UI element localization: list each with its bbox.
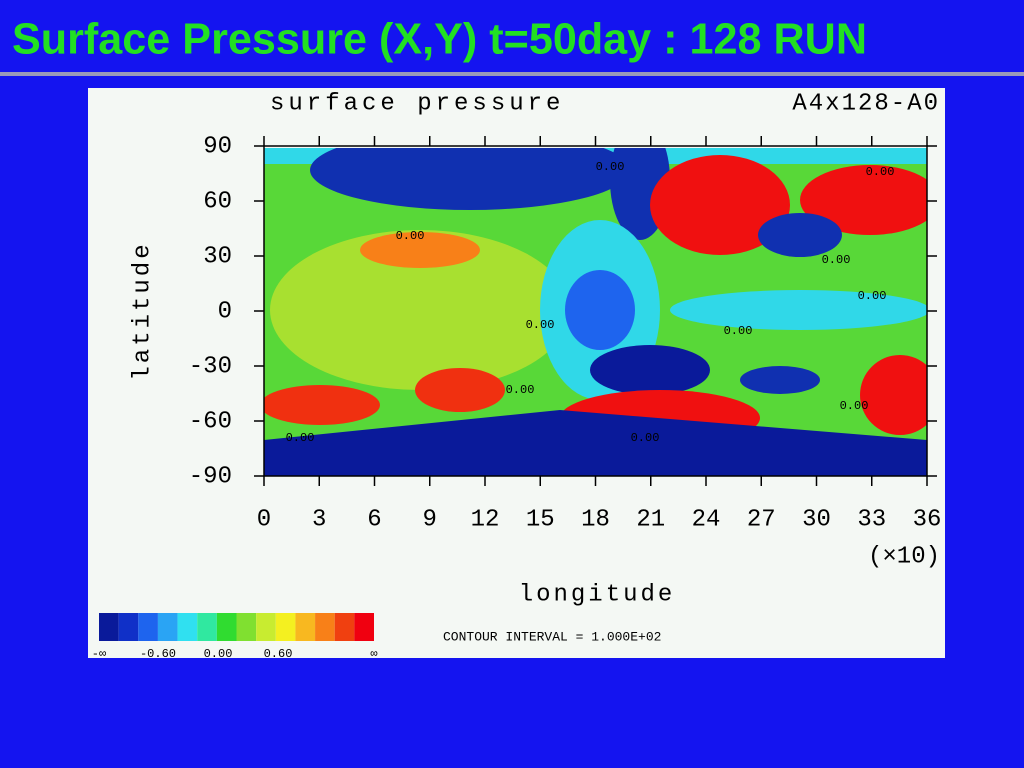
x-tick-label: 21: [636, 506, 665, 533]
contour-label: 0.00: [286, 431, 315, 445]
x-tick-label: 6: [367, 506, 381, 533]
slide-title: Surface Pressure (X,Y) t=50day : 128 RUN: [12, 15, 867, 64]
y-axis-label: latitude: [129, 241, 156, 380]
colorbar-label: -∞: [92, 647, 106, 661]
x-tick-label: 36: [913, 506, 942, 533]
plot-subtitle: A4x128-A0: [792, 90, 940, 117]
colorbar-swatch: [256, 613, 276, 641]
colorbar-swatch: [197, 613, 217, 641]
x-tick-label: 9: [423, 506, 437, 533]
y-tick-label: 60: [203, 188, 232, 215]
colorbar-label: 0.60: [264, 647, 293, 661]
x-tick-label: 15: [526, 506, 555, 533]
x-tick-label: 0: [257, 506, 271, 533]
x-tick-label: 24: [692, 506, 721, 533]
contour-field: [264, 148, 927, 476]
x-tick-label: 30: [802, 506, 831, 533]
colorbar-swatch: [354, 613, 374, 641]
colorbar-swatch: [138, 613, 158, 641]
y-tick-label: -30: [189, 353, 232, 380]
x-tick-label: 27: [747, 506, 776, 533]
contour-label: 0.00: [631, 431, 660, 445]
colorbar-label: -0.60: [140, 647, 176, 661]
contour-label: 0.00: [526, 318, 555, 332]
x-tick-label: 18: [581, 506, 610, 533]
y-tick-label: -60: [189, 408, 232, 435]
colorbar-swatch: [99, 613, 119, 641]
y-tick-label: 0: [218, 298, 232, 325]
contour-label: 0.00: [822, 253, 851, 267]
y-tick-label: -90: [189, 463, 232, 490]
plot-title: surface pressure: [270, 90, 564, 117]
colorbar-label: ∞: [370, 647, 377, 661]
colorbar-swatch: [216, 613, 237, 641]
x-tick-label: 33: [857, 506, 886, 533]
contour-label: 0.00: [858, 289, 887, 303]
contour-label: 0.00: [724, 324, 753, 338]
x-tick-label: 12: [471, 506, 500, 533]
contour-label: 0.00: [396, 229, 425, 243]
colorbar-swatch: [157, 613, 178, 641]
colorbar-label: 0.00: [204, 647, 233, 661]
colorbar-swatch: [334, 613, 355, 641]
colorbar-swatch: [315, 613, 335, 641]
colorbar-swatch: [275, 613, 296, 641]
y-tick-label: 30: [203, 243, 232, 270]
colorbar-swatch: [295, 613, 316, 641]
contour-label: 0.00: [506, 383, 535, 397]
title-rule: [0, 72, 1024, 76]
colorbar-swatch: [177, 613, 198, 641]
y-tick-label: 90: [203, 133, 232, 160]
colorbar-swatch: [118, 613, 139, 641]
contour-label: 0.00: [866, 165, 895, 179]
contour-interval: CONTOUR INTERVAL = 1.000E+02: [443, 629, 661, 644]
colorbar-swatch: [236, 613, 257, 641]
x-tick-label: 3: [312, 506, 326, 533]
contour-label: 0.00: [596, 160, 625, 174]
contour-label: 0.00: [840, 399, 869, 413]
x-scale-label: (×10): [868, 543, 940, 570]
x-axis-label: longitude: [519, 581, 676, 608]
